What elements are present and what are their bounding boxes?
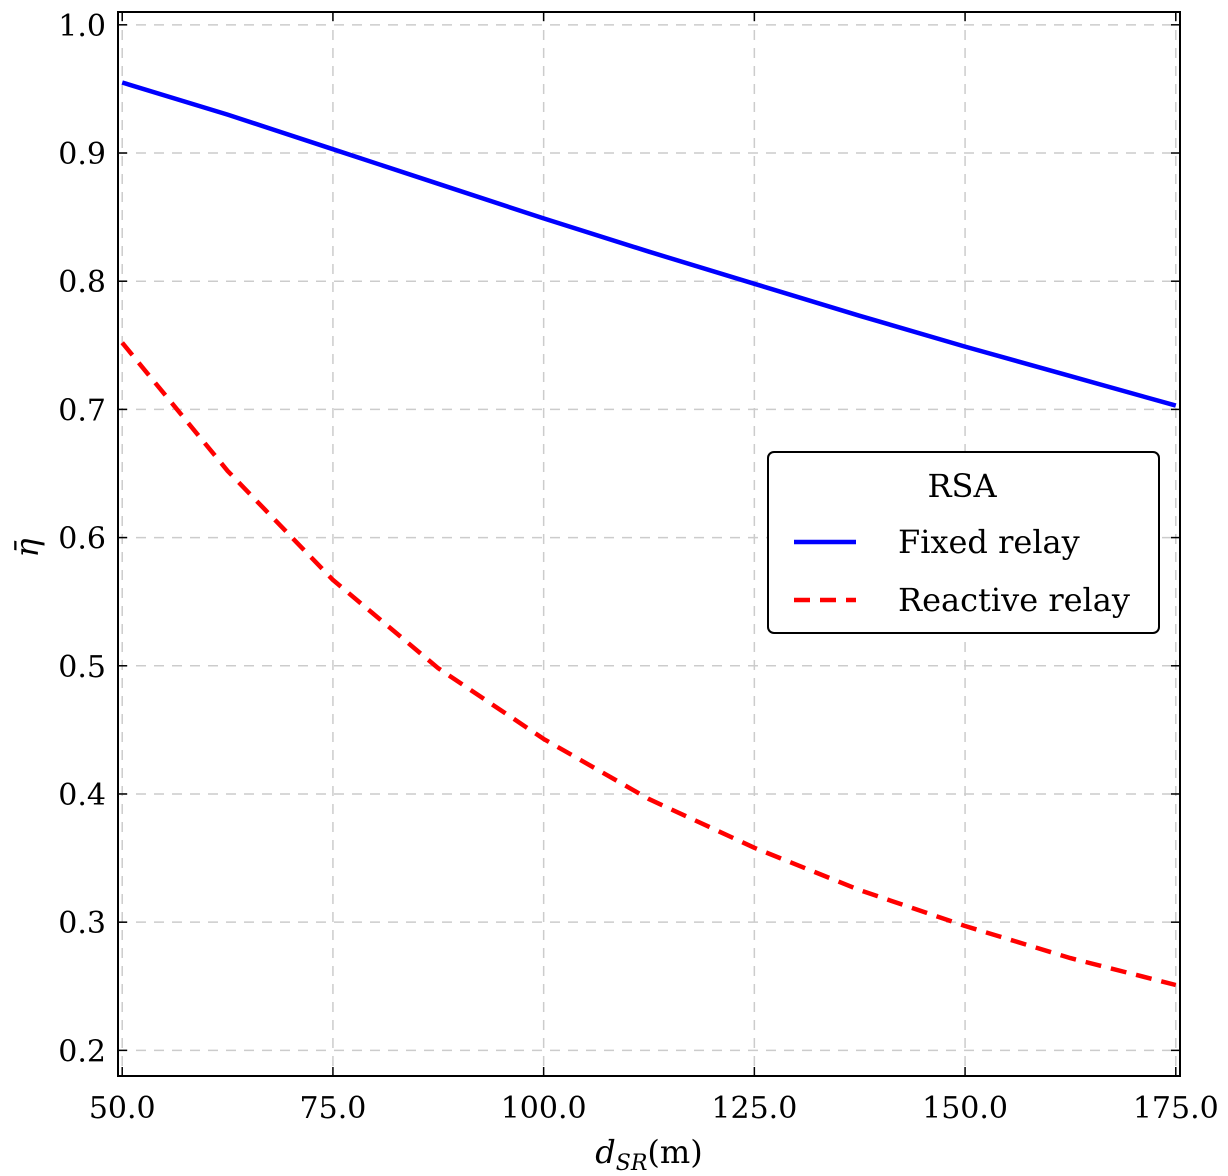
x-tick-label: 175.0 [1133, 1091, 1219, 1126]
legend-label: Fixed relay [898, 523, 1080, 561]
series-line-reactive-relay [120, 341, 1177, 988]
x-axis-label-sub: SR [616, 1151, 648, 1171]
x-tick-label: 125.0 [711, 1091, 797, 1126]
x-tick-label: 75.0 [300, 1091, 367, 1126]
y-axis-label: η̄ [8, 538, 46, 557]
y-tick-label: 0.7 [58, 393, 106, 428]
plot-frame [117, 11, 1181, 1077]
series-layer [120, 80, 1177, 988]
y-tick-label: 0.3 [58, 906, 106, 941]
series-line-fixed-relay [121, 80, 1177, 408]
y-tick-label: 0.4 [58, 778, 106, 813]
x-axis-label-unit: (m) [647, 1133, 702, 1171]
x-tick-label: 150.0 [922, 1091, 1008, 1126]
legend-entries: Fixed relay Reactive relay [794, 523, 1130, 619]
x-axis-label-main: d [595, 1133, 615, 1171]
y-tick-label: 0.2 [58, 1034, 106, 1069]
legend-box [767, 451, 1160, 634]
ticks: 50.0 75.0 100.0 125.0 150.0 175.0 0.2 0.3 0.4 0.5… [58, 9, 1218, 1126]
x-tick-label: 100.0 [501, 1091, 587, 1126]
legend: RSA Fixed relay Reactive relay [767, 451, 1160, 634]
y-tick-label: 0.8 [58, 265, 106, 300]
legend-label: Reactive relay [898, 581, 1130, 619]
x-axis-label: dSR(m) [595, 1133, 702, 1171]
y-tick-label: 0.6 [58, 522, 106, 557]
y-tick-label: 0.5 [58, 650, 106, 685]
y-tick-label: 0.9 [58, 137, 106, 172]
y-tick-label: 1.0 [58, 9, 106, 44]
legend-title: RSA [927, 467, 997, 505]
x-tick-label: 50.0 [89, 1091, 156, 1126]
